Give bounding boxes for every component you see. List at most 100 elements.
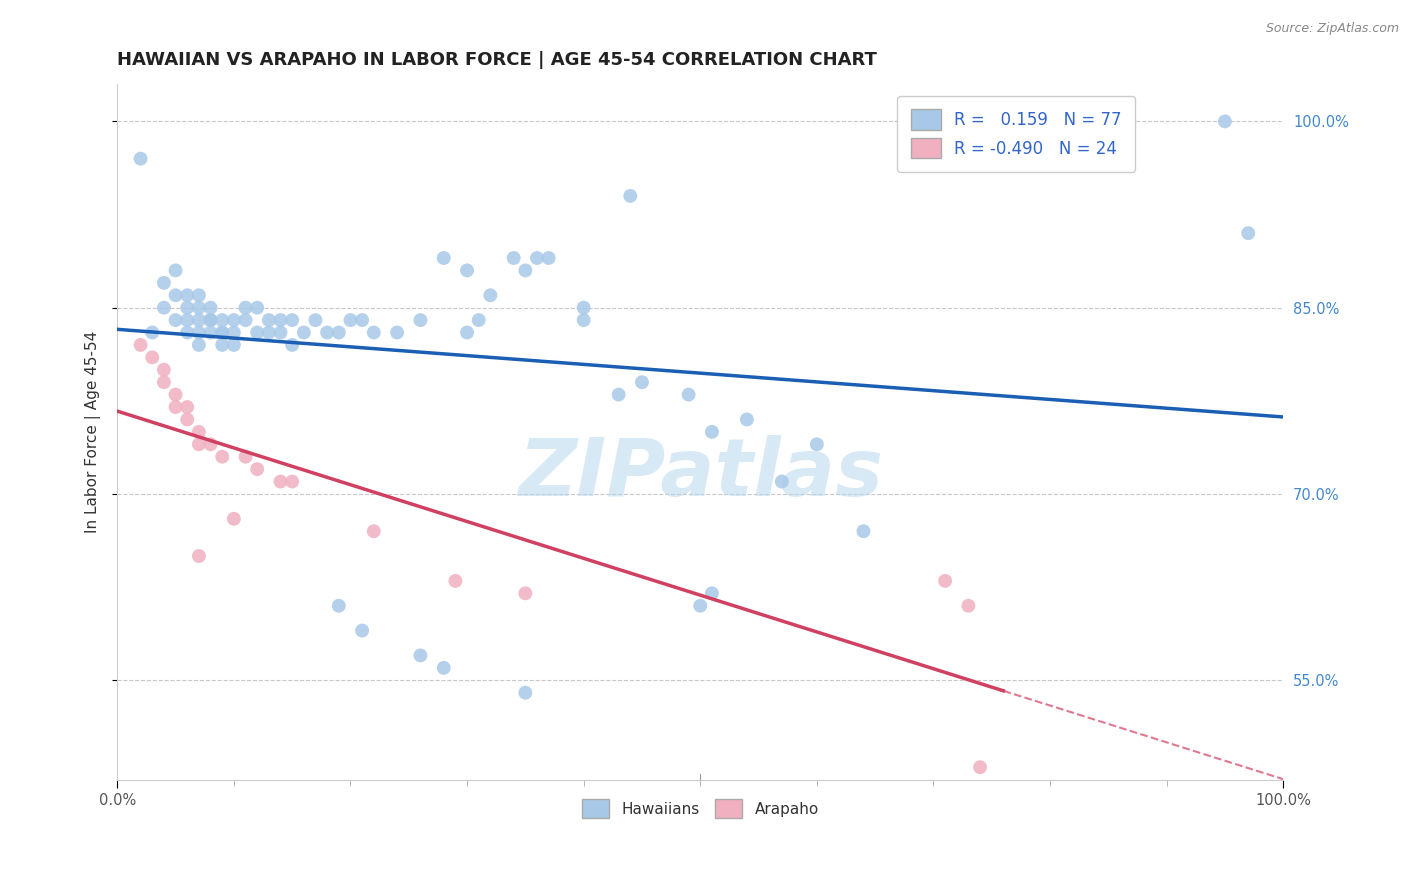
Point xyxy=(479,288,502,302)
Point xyxy=(515,686,537,700)
Point xyxy=(700,425,723,439)
Point xyxy=(689,599,711,613)
Point xyxy=(211,313,233,327)
Point xyxy=(141,351,163,365)
Text: ZIPatlas: ZIPatlas xyxy=(517,434,883,513)
Point xyxy=(176,412,198,426)
Point xyxy=(572,301,595,315)
Point xyxy=(352,624,374,638)
Point xyxy=(187,549,209,563)
Point xyxy=(222,313,245,327)
Point xyxy=(304,313,326,327)
Point xyxy=(433,661,456,675)
Point xyxy=(235,313,257,327)
Point xyxy=(187,313,209,327)
Point xyxy=(1237,226,1260,240)
Point xyxy=(537,251,560,265)
Point xyxy=(165,313,187,327)
Point xyxy=(200,437,222,451)
Point xyxy=(363,326,385,340)
Point xyxy=(187,437,209,451)
Point xyxy=(141,326,163,340)
Point xyxy=(700,586,723,600)
Point xyxy=(153,276,176,290)
Point xyxy=(222,338,245,352)
Point xyxy=(176,400,198,414)
Point xyxy=(176,326,198,340)
Point xyxy=(211,338,233,352)
Point xyxy=(270,313,292,327)
Point xyxy=(444,574,467,588)
Point xyxy=(211,326,233,340)
Point xyxy=(957,599,980,613)
Point xyxy=(456,263,478,277)
Point xyxy=(257,326,280,340)
Point xyxy=(1213,114,1236,128)
Point xyxy=(339,313,361,327)
Point xyxy=(176,288,198,302)
Point xyxy=(153,301,176,315)
Point xyxy=(176,301,198,315)
Point xyxy=(200,301,222,315)
Point xyxy=(433,251,456,265)
Point xyxy=(456,326,478,340)
Y-axis label: In Labor Force | Age 45-54: In Labor Force | Age 45-54 xyxy=(86,331,101,533)
Point xyxy=(969,760,991,774)
Point xyxy=(770,475,793,489)
Point xyxy=(165,288,187,302)
Point xyxy=(165,263,187,277)
Point xyxy=(328,599,350,613)
Point xyxy=(292,326,315,340)
Point xyxy=(735,412,758,426)
Point xyxy=(328,326,350,340)
Point xyxy=(200,326,222,340)
Point xyxy=(165,387,187,401)
Point xyxy=(187,288,209,302)
Point xyxy=(281,313,304,327)
Point xyxy=(165,400,187,414)
Point xyxy=(129,338,152,352)
Text: HAWAIIAN VS ARAPAHO IN LABOR FORCE | AGE 45-54 CORRELATION CHART: HAWAIIAN VS ARAPAHO IN LABOR FORCE | AGE… xyxy=(117,51,877,69)
Point xyxy=(467,313,489,327)
Point xyxy=(257,313,280,327)
Point xyxy=(678,387,700,401)
Point xyxy=(572,313,595,327)
Point xyxy=(934,574,956,588)
Point xyxy=(187,301,209,315)
Point xyxy=(352,313,374,327)
Point xyxy=(187,326,209,340)
Point xyxy=(200,313,222,327)
Point xyxy=(270,326,292,340)
Point xyxy=(222,326,245,340)
Point xyxy=(211,326,233,340)
Point xyxy=(235,301,257,315)
Point xyxy=(129,152,152,166)
Point xyxy=(281,338,304,352)
Point xyxy=(187,338,209,352)
Point xyxy=(409,648,432,663)
Point xyxy=(246,301,269,315)
Point xyxy=(502,251,524,265)
Point xyxy=(281,475,304,489)
Legend: Hawaiians, Arapaho: Hawaiians, Arapaho xyxy=(575,793,825,824)
Point xyxy=(211,450,233,464)
Point xyxy=(270,475,292,489)
Point xyxy=(607,387,630,401)
Text: Source: ZipAtlas.com: Source: ZipAtlas.com xyxy=(1265,22,1399,36)
Point xyxy=(153,363,176,377)
Point xyxy=(153,375,176,389)
Point xyxy=(631,375,654,389)
Point xyxy=(187,425,209,439)
Point xyxy=(246,326,269,340)
Point xyxy=(806,437,828,451)
Point xyxy=(515,263,537,277)
Point xyxy=(526,251,548,265)
Point xyxy=(246,462,269,476)
Point xyxy=(515,586,537,600)
Point xyxy=(235,450,257,464)
Point xyxy=(363,524,385,539)
Point xyxy=(176,313,198,327)
Point xyxy=(409,313,432,327)
Point xyxy=(619,189,641,203)
Point xyxy=(222,512,245,526)
